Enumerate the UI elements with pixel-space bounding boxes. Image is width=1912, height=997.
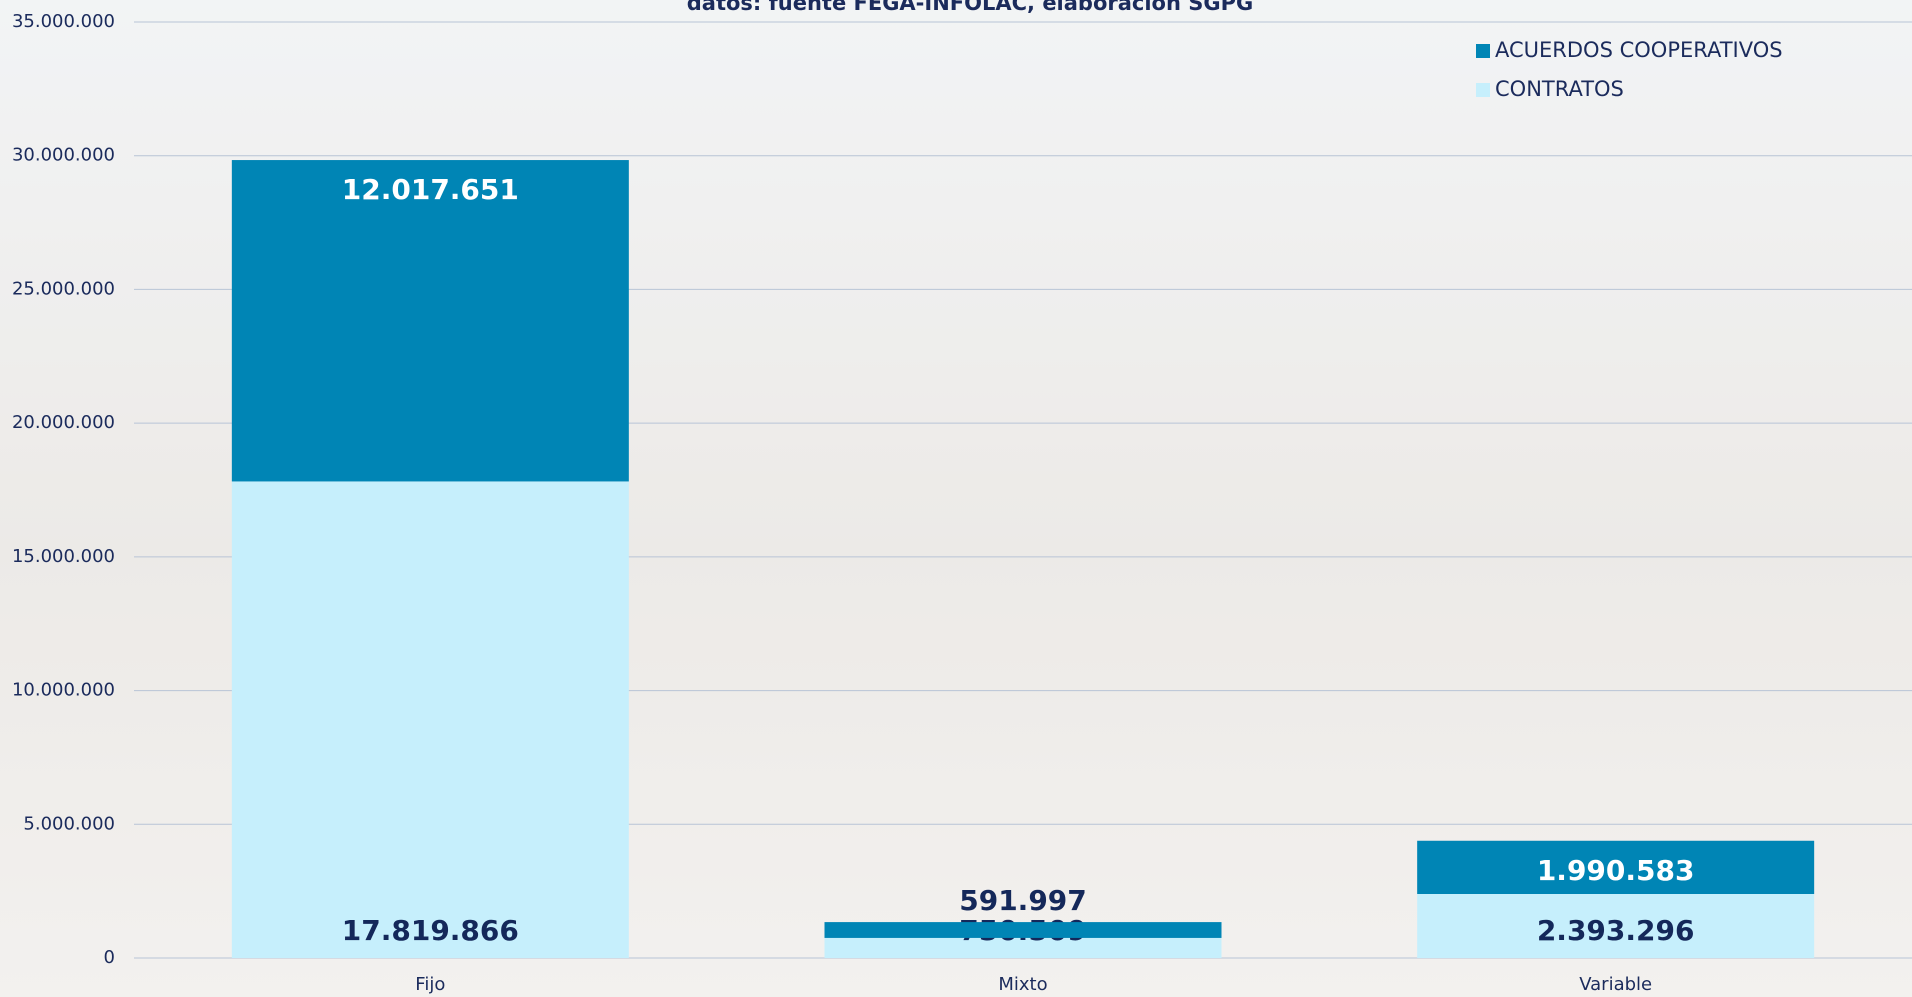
bar-segment [231,160,629,482]
bar-segment [824,937,1222,958]
value-label: 12.017.651 [342,173,519,206]
y-tick-label: 0 [104,947,115,968]
bar-segment [1417,893,1815,958]
chart-title: datos: fuente FEGA-INFOLAC, elaboración … [687,0,1254,15]
legend-label: ACUERDOS COOPERATIVOS [1495,38,1783,62]
legend-swatch [1476,44,1490,58]
x-tick-label: Fijo [415,974,445,995]
y-tick-label: 35.000.000 [12,11,115,32]
x-tick-label: Mixto [998,974,1047,995]
y-tick-label: 30.000.000 [12,145,115,166]
legend-swatch [1476,83,1490,97]
value-label: 2.393.296 [1537,914,1695,947]
y-tick-label: 15.000.000 [12,546,115,567]
value-label: 1.990.583 [1537,854,1695,887]
bar-segment [231,481,629,958]
y-tick-label: 10.000.000 [12,680,115,701]
bar-segment [824,922,1222,938]
y-tick-label: 20.000.000 [12,412,115,433]
x-tick-label: Variable [1579,974,1652,995]
bar-segment [1417,840,1815,894]
value-label: 591.997 [959,884,1087,917]
value-label: 17.819.866 [342,914,519,947]
y-tick-label: 5.000.000 [23,813,115,834]
legend-label: CONTRATOS [1495,77,1624,101]
y-tick-label: 25.000.000 [12,278,115,299]
